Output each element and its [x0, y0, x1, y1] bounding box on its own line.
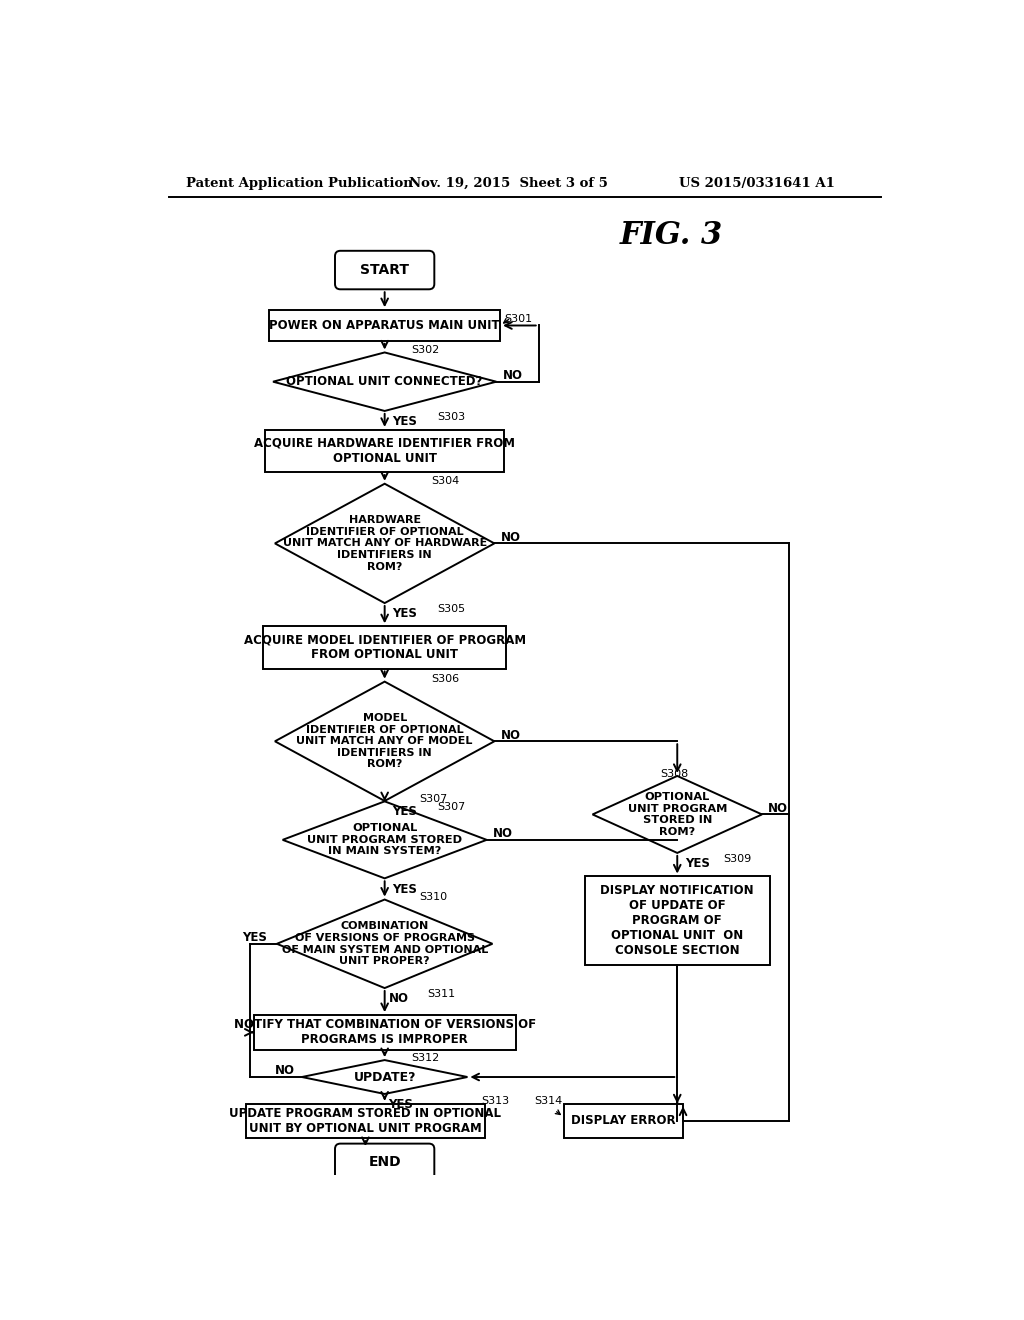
Text: S307: S307 [437, 803, 465, 812]
Text: S308: S308 [660, 768, 688, 779]
FancyBboxPatch shape [263, 626, 506, 668]
Text: S301: S301 [504, 314, 532, 325]
Text: YES: YES [392, 805, 417, 818]
FancyBboxPatch shape [585, 876, 770, 965]
Text: S309: S309 [724, 854, 752, 865]
Text: NO: NO [501, 531, 520, 544]
Text: ACQUIRE HARDWARE IDENTIFIER FROM
OPTIONAL UNIT: ACQUIRE HARDWARE IDENTIFIER FROM OPTIONA… [254, 437, 515, 465]
Text: OPTIONAL UNIT CONNECTED?: OPTIONAL UNIT CONNECTED? [287, 375, 483, 388]
FancyBboxPatch shape [563, 1104, 683, 1138]
Text: START: START [360, 263, 410, 277]
Text: Patent Application Publication: Patent Application Publication [186, 177, 413, 190]
Text: DISPLAY ERROR: DISPLAY ERROR [571, 1114, 676, 1127]
Text: NO: NO [493, 828, 513, 841]
Text: S303: S303 [437, 412, 465, 422]
Text: NO: NO [388, 993, 409, 1006]
Text: YES: YES [392, 607, 417, 620]
Polygon shape [283, 801, 486, 878]
Text: S314: S314 [535, 1097, 562, 1106]
Text: NO: NO [768, 801, 788, 814]
Text: HARDWARE
IDENTIFIER OF OPTIONAL
UNIT MATCH ANY OF HARDWARE
IDENTIFIERS IN
ROM?: HARDWARE IDENTIFIER OF OPTIONAL UNIT MAT… [283, 515, 486, 572]
Polygon shape [276, 899, 493, 989]
Text: NO: NO [503, 370, 522, 381]
Text: S307: S307 [419, 795, 447, 804]
Text: YES: YES [392, 883, 417, 896]
Text: FIG. 3: FIG. 3 [620, 220, 723, 251]
Text: NO: NO [501, 729, 520, 742]
Text: MODEL
IDENTIFIER OF OPTIONAL
UNIT MATCH ANY OF MODEL
IDENTIFIERS IN
ROM?: MODEL IDENTIFIER OF OPTIONAL UNIT MATCH … [297, 713, 473, 770]
FancyBboxPatch shape [335, 251, 434, 289]
Text: S311: S311 [427, 989, 455, 999]
Text: UPDATE?: UPDATE? [353, 1071, 416, 1084]
Text: Nov. 19, 2015  Sheet 3 of 5: Nov. 19, 2015 Sheet 3 of 5 [410, 177, 608, 190]
Text: S302: S302 [412, 345, 440, 355]
Text: S306: S306 [431, 675, 459, 684]
Text: S305: S305 [437, 605, 465, 614]
Text: NO: NO [274, 1064, 295, 1077]
FancyBboxPatch shape [269, 310, 500, 341]
Text: UPDATE PROGRAM STORED IN OPTIONAL
UNIT BY OPTIONAL UNIT PROGRAM: UPDATE PROGRAM STORED IN OPTIONAL UNIT B… [229, 1107, 502, 1135]
Text: DISPLAY NOTIFICATION
OF UPDATE OF
PROGRAM OF
OPTIONAL UNIT  ON
CONSOLE SECTION: DISPLAY NOTIFICATION OF UPDATE OF PROGRA… [600, 884, 754, 957]
Text: S313: S313 [481, 1097, 509, 1106]
Text: POWER ON APPARATUS MAIN UNIT: POWER ON APPARATUS MAIN UNIT [269, 319, 500, 333]
Text: COMBINATION
OF VERSIONS OF PROGRAMS
OF MAIN SYSTEM AND OPTIONAL
UNIT PROPER?: COMBINATION OF VERSIONS OF PROGRAMS OF M… [282, 921, 487, 966]
Text: OPTIONAL
UNIT PROGRAM STORED
IN MAIN SYSTEM?: OPTIONAL UNIT PROGRAM STORED IN MAIN SYS… [307, 824, 462, 857]
Text: US 2015/0331641 A1: US 2015/0331641 A1 [679, 177, 835, 190]
Polygon shape [274, 483, 495, 603]
Polygon shape [273, 352, 497, 411]
FancyBboxPatch shape [265, 430, 504, 473]
Text: OPTIONAL
UNIT PROGRAM
STORED IN
ROM?: OPTIONAL UNIT PROGRAM STORED IN ROM? [628, 792, 727, 837]
Text: YES: YES [388, 1098, 414, 1111]
Text: S312: S312 [412, 1053, 440, 1063]
Text: S310: S310 [419, 892, 447, 902]
Polygon shape [302, 1060, 467, 1094]
Text: YES: YES [685, 857, 710, 870]
FancyBboxPatch shape [254, 1015, 515, 1049]
Text: YES: YES [392, 416, 417, 428]
Text: END: END [369, 1155, 401, 1168]
Polygon shape [274, 681, 495, 801]
Text: ACQUIRE MODEL IDENTIFIER OF PROGRAM
FROM OPTIONAL UNIT: ACQUIRE MODEL IDENTIFIER OF PROGRAM FROM… [244, 634, 525, 661]
Text: NOTIFY THAT COMBINATION OF VERSIONS OF
PROGRAMS IS IMPROPER: NOTIFY THAT COMBINATION OF VERSIONS OF P… [233, 1018, 536, 1047]
Polygon shape [593, 776, 762, 853]
Text: YES: YES [243, 931, 267, 944]
FancyBboxPatch shape [246, 1104, 484, 1138]
FancyBboxPatch shape [335, 1143, 434, 1180]
Text: S304: S304 [431, 477, 459, 486]
